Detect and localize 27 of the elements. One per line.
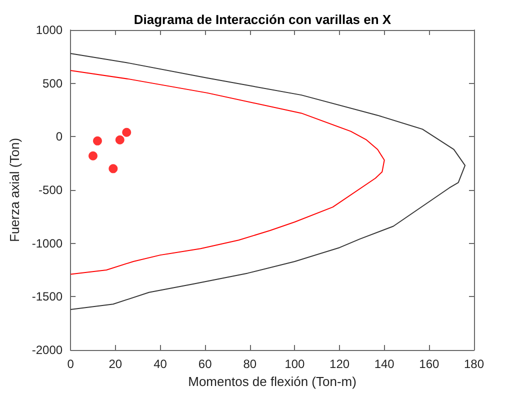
x-tick-label: 120 (330, 357, 350, 371)
point (122, 128, 132, 137)
y-tick-label: -500 (38, 183, 63, 197)
x-tick-label: 180 (464, 357, 484, 371)
y-tick-label: -2000 (32, 343, 63, 357)
point (92, 136, 102, 146)
x-tick-label: 160 (419, 357, 440, 371)
y-tick-label: -1000 (32, 236, 63, 250)
x-tick-label: 60 (198, 357, 212, 371)
y-tick-label: 1000 (36, 23, 63, 37)
x-tick-label: 100 (284, 357, 306, 371)
x-tick-label: 140 (374, 357, 395, 371)
line-series (70, 70, 385, 275)
line-series (70, 52, 466, 310)
x-tick-label: 20 (108, 357, 122, 371)
chart-title: Diagrama de Interacción con varillas en X (134, 12, 392, 27)
y-axis-title: Fuerza axial (Ton) (7, 138, 22, 242)
x-axis-title: Momentos de flexión (Ton-m) (188, 374, 356, 389)
y-tick-label: 500 (42, 76, 63, 90)
x-tick-label: 40 (154, 357, 168, 371)
y-tick-label: 0 (56, 130, 63, 144)
y-tick-label: -1500 (32, 290, 63, 304)
point (88, 151, 98, 160)
x-tick-label: 0 (67, 357, 74, 371)
point (115, 135, 124, 144)
point (108, 164, 118, 174)
x-tick-label: 80 (243, 357, 257, 371)
